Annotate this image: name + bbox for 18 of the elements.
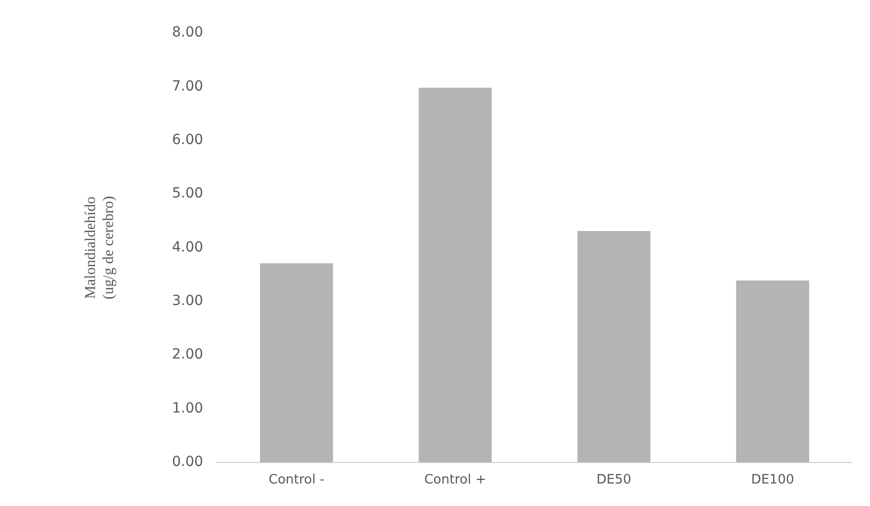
bar bbox=[260, 263, 334, 462]
bar bbox=[577, 231, 650, 462]
x-tick-label: Control - bbox=[268, 472, 325, 488]
y-tick-label: 5.00 bbox=[172, 186, 204, 202]
x-tick-label: Control + bbox=[424, 472, 486, 488]
y-tick-label: 4.00 bbox=[172, 239, 204, 256]
y-tick-label: 3.00 bbox=[172, 293, 204, 310]
y-tick-label: 1.00 bbox=[172, 400, 204, 416]
bar bbox=[418, 88, 492, 462]
y-tick-label: 6.00 bbox=[172, 132, 204, 148]
y-tick-label: 7.00 bbox=[172, 78, 204, 94]
x-tick-label: DE100 bbox=[751, 472, 794, 488]
y-axis-title: Malondialdehído (ug/g de cerebro) bbox=[82, 196, 117, 300]
bar bbox=[736, 280, 810, 462]
y-tick-label: 8.00 bbox=[172, 24, 204, 41]
x-tick-label: DE50 bbox=[596, 472, 632, 488]
y-tick-label: 0.00 bbox=[172, 454, 204, 470]
y-tick-label: 2.00 bbox=[172, 346, 204, 363]
